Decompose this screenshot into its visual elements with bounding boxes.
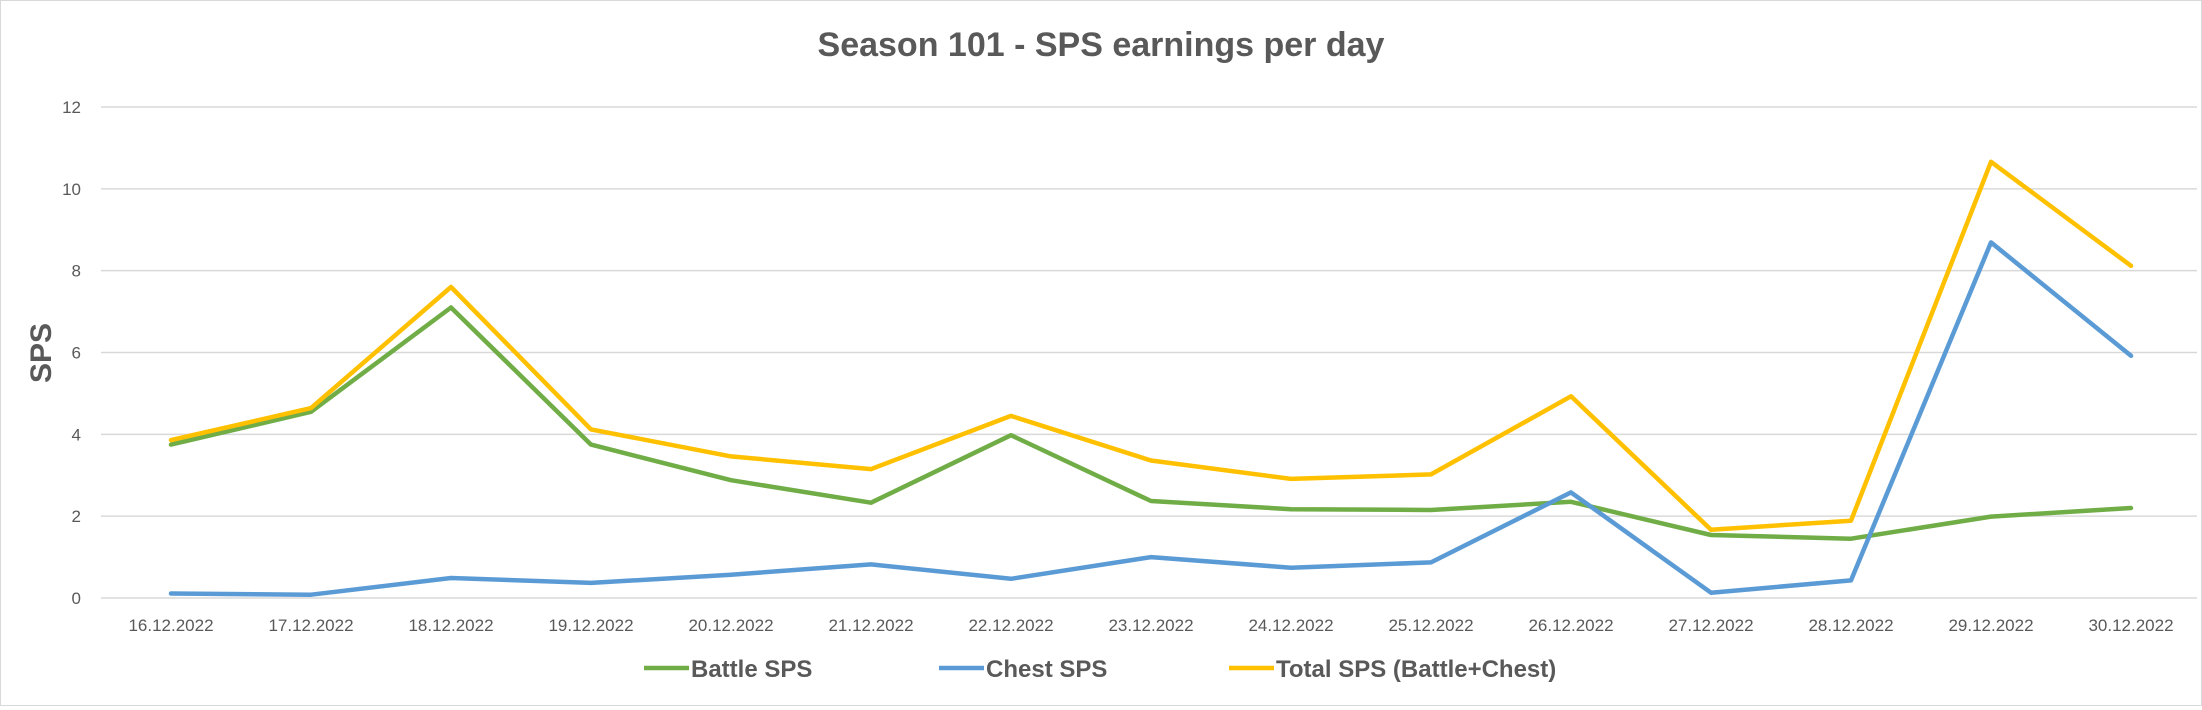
y-tick-label: 0 xyxy=(72,589,81,608)
gridlines xyxy=(101,106,2197,599)
series-line-2 xyxy=(168,240,2134,597)
x-tick-label: 29.12.2022 xyxy=(1948,616,2033,635)
y-axis-ticks: 0 2 4 6 8 10 12 xyxy=(62,98,81,608)
x-tick-label: 19.12.2022 xyxy=(548,616,633,635)
x-tick-label: 17.12.2022 xyxy=(268,616,353,635)
legend-label: Total SPS (Battle+Chest) xyxy=(1276,656,1556,683)
x-tick-label: 21.12.2022 xyxy=(828,616,913,635)
y-tick-label: 12 xyxy=(62,98,81,117)
x-tick-label: 16.12.2022 xyxy=(128,616,213,635)
series-lines xyxy=(168,159,2134,597)
x-tick-label: 25.12.2022 xyxy=(1388,616,1473,635)
x-tick-label: 26.12.2022 xyxy=(1528,616,1613,635)
legend-label: Battle SPS xyxy=(691,656,812,683)
y-tick-label: 8 xyxy=(72,262,81,281)
y-tick-label: 2 xyxy=(72,507,81,526)
chart-title: Season 101 - SPS earnings per day xyxy=(818,26,1385,64)
x-tick-label: 24.12.2022 xyxy=(1248,616,1333,635)
x-tick-label: 23.12.2022 xyxy=(1108,616,1193,635)
x-axis-ticks: 16.12.2022 17.12.2022 18.12.2022 19.12.2022… xyxy=(128,616,2173,635)
x-tick-label: 28.12.2022 xyxy=(1808,616,1893,635)
y-tick-label: 4 xyxy=(72,425,81,444)
y-axis-label: SPS xyxy=(25,323,58,383)
series-line-1 xyxy=(168,305,2134,541)
x-tick-label: 22.12.2022 xyxy=(968,616,1053,635)
x-tick-label: 30.12.2022 xyxy=(2088,616,2173,635)
legend-label: Chest SPS xyxy=(986,656,1107,683)
y-tick-label: 6 xyxy=(72,344,81,363)
x-tick-label: 18.12.2022 xyxy=(408,616,493,635)
x-tick-label: 27.12.2022 xyxy=(1668,616,1753,635)
y-tick-label: 10 xyxy=(62,180,81,199)
x-tick-label: 20.12.2022 xyxy=(688,616,773,635)
legend: Battle SPS Chest SPS Total SPS (Battle+Che… xyxy=(644,656,1556,683)
series-line-3 xyxy=(168,159,2134,532)
